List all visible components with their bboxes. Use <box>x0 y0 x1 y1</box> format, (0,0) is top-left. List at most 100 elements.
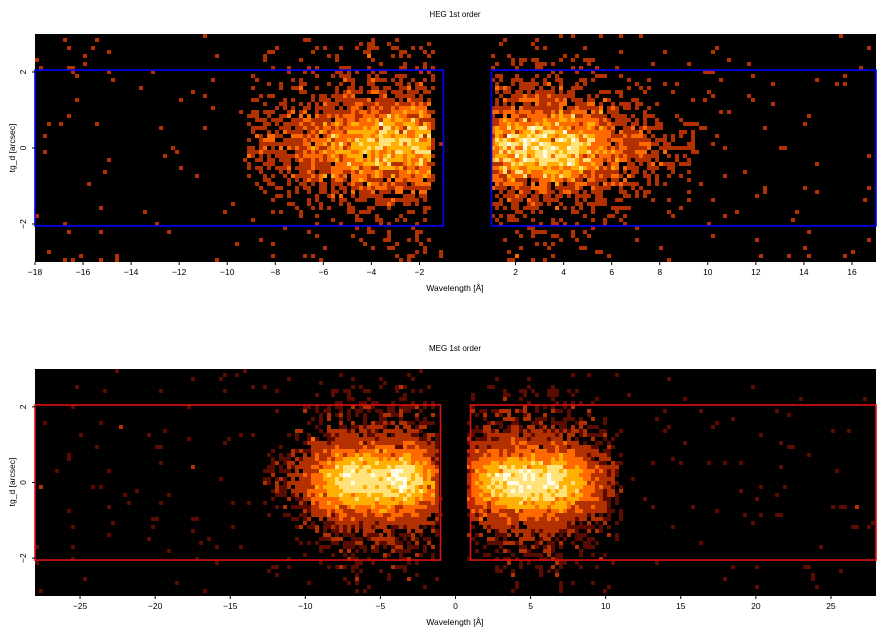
heatmap-cell <box>563 449 567 453</box>
heatmap-cell <box>547 110 551 114</box>
heatmap-cell <box>375 126 379 130</box>
heatmap-cell <box>491 142 495 146</box>
heatmap-cell <box>263 126 267 130</box>
heatmap-cell <box>303 254 307 258</box>
heatmap-cell <box>515 525 519 529</box>
heatmap-cell <box>567 509 571 513</box>
heatmap-cell <box>831 505 835 509</box>
heatmap-cell <box>683 122 687 126</box>
heatmap-cell <box>67 453 71 457</box>
heatmap-cell <box>411 477 415 481</box>
heatmap-cell <box>419 82 423 86</box>
heatmap-cell <box>543 525 547 529</box>
heatmap-cell <box>315 66 319 70</box>
heatmap-cell <box>415 234 419 238</box>
heatmap-cell <box>559 170 563 174</box>
heatmap-cell <box>711 198 715 202</box>
heatmap-cell <box>587 469 591 473</box>
heatmap-cell <box>275 46 279 50</box>
heatmap-cell <box>571 473 575 477</box>
heatmap-cell <box>359 158 363 162</box>
heatmap-cell <box>283 154 287 158</box>
heatmap-cell <box>599 497 603 501</box>
heatmap-cell <box>395 517 399 521</box>
heatmap-cell <box>335 541 339 545</box>
heatmap-cell <box>323 477 327 481</box>
heatmap-cell <box>279 166 283 170</box>
heatmap-cell <box>339 162 343 166</box>
heatmap-cell <box>435 533 439 537</box>
heatmap-cell <box>307 525 311 529</box>
heatmap-cell <box>587 373 591 377</box>
heatmap-cell <box>507 90 511 94</box>
heatmap-cell <box>343 174 347 178</box>
heatmap-cell <box>155 517 159 521</box>
heatmap-cell <box>331 102 335 106</box>
heatmap-cell <box>347 150 351 154</box>
heatmap-cell <box>631 122 635 126</box>
heatmap-cell <box>619 461 623 465</box>
heatmap-cell <box>351 190 355 194</box>
x-tick-label: −2 <box>415 267 425 277</box>
heatmap-cell <box>219 377 223 381</box>
heatmap-cell <box>591 545 595 549</box>
heatmap-cell <box>555 401 559 405</box>
heatmap-cell <box>411 126 415 130</box>
heatmap-cell <box>371 106 375 110</box>
heatmap-cell <box>319 429 323 433</box>
heatmap-cell <box>507 533 511 537</box>
heatmap-cell <box>515 90 519 94</box>
heatmap-cell <box>259 170 263 174</box>
heatmap-cell <box>611 445 615 449</box>
heatmap-cell <box>643 142 647 146</box>
heatmap-cell <box>391 158 395 162</box>
heatmap-cell <box>547 202 551 206</box>
heatmap-cell <box>655 178 659 182</box>
heatmap-cell <box>567 409 571 413</box>
heatmap-cell <box>355 465 359 469</box>
heatmap-cell <box>587 194 591 198</box>
heatmap-cell <box>635 182 639 186</box>
heatmap-cell <box>363 178 367 182</box>
heatmap-cell <box>343 178 347 182</box>
heatmap-cell <box>311 509 315 513</box>
heatmap-cell <box>555 529 559 533</box>
heatmap-cell <box>427 134 431 138</box>
heatmap-cell <box>343 66 347 70</box>
heatmap-cell <box>367 425 371 429</box>
heatmap-cell <box>483 477 487 481</box>
heatmap-cell <box>407 481 411 485</box>
heatmap-cell <box>551 441 555 445</box>
heatmap-cell <box>415 110 419 114</box>
heatmap-cell <box>543 186 547 190</box>
heatmap-cell <box>511 441 515 445</box>
heatmap-cell <box>547 481 551 485</box>
heatmap-cell <box>467 469 471 473</box>
heatmap-cell <box>539 477 543 481</box>
heatmap-cell <box>375 218 379 222</box>
heatmap-cell <box>519 437 523 441</box>
heatmap-cell <box>651 142 655 146</box>
heatmap-cell <box>483 485 487 489</box>
heatmap-cell <box>527 118 531 122</box>
heatmap-cell <box>527 86 531 90</box>
heatmap-cell <box>535 393 539 397</box>
heatmap-cell <box>395 429 399 433</box>
heatmap-cell <box>607 146 611 150</box>
heatmap-cell <box>395 94 399 98</box>
heatmap-cell <box>399 86 403 90</box>
heatmap-cell <box>407 102 411 106</box>
heatmap-cell <box>339 481 343 485</box>
heatmap-cell <box>851 250 855 254</box>
heatmap-cell <box>355 457 359 461</box>
heatmap-cell <box>535 473 539 477</box>
heatmap-cell <box>471 513 475 517</box>
heatmap-cell <box>607 493 611 497</box>
heatmap-cell <box>539 114 543 118</box>
heatmap-cell <box>347 485 351 489</box>
heatmap-cell <box>391 449 395 453</box>
heatmap-cell <box>399 118 403 122</box>
heg-y-ticks: −202 <box>18 69 35 229</box>
heatmap-cell <box>599 509 603 513</box>
heatmap-cell <box>299 461 303 465</box>
